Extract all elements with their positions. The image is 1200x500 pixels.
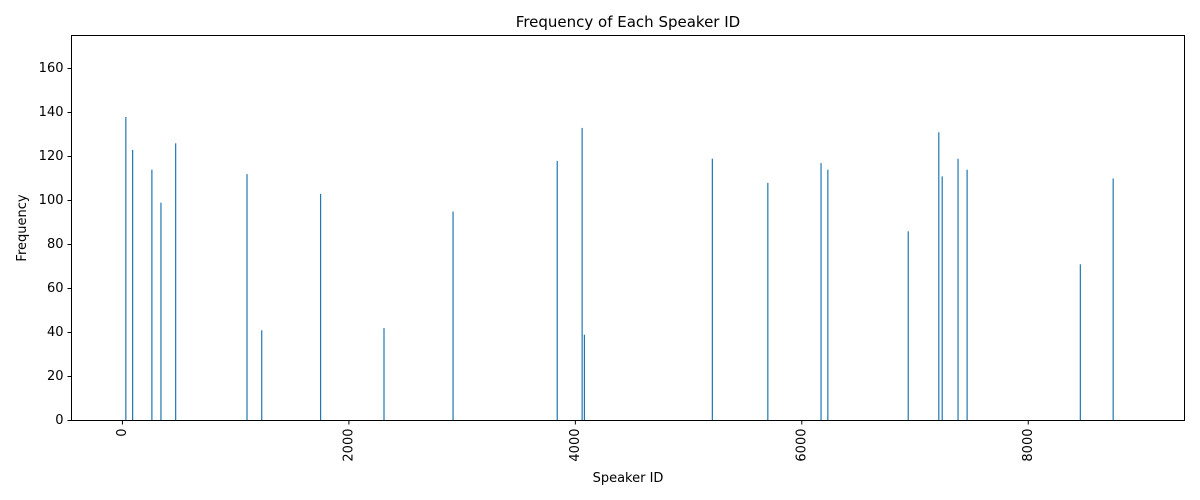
- bar-speaker-8460: [1079, 264, 1081, 421]
- bar-speaker-5700: [767, 182, 769, 421]
- bar-speaker-90: [132, 149, 134, 421]
- y-tick-label-60: 60: [47, 281, 64, 296]
- y-tick-label-20: 20: [47, 369, 64, 384]
- y-tick-label-100: 100: [39, 193, 64, 208]
- bar-speaker-470: [175, 143, 177, 421]
- bar-speaker-8750: [1112, 178, 1114, 421]
- x-tick-label-0: 0: [115, 429, 130, 437]
- bars-group: [125, 116, 1114, 421]
- y-axis-label: Frequency: [15, 194, 30, 261]
- bar-speaker-4060: [581, 127, 583, 421]
- bar-speaker-6230: [827, 169, 829, 421]
- bar-speaker-4080: [583, 334, 586, 421]
- bar-speaker-7210: [938, 132, 940, 421]
- bar-speaker-6940: [907, 231, 909, 421]
- bar-speaker-260: [151, 169, 153, 421]
- bar-speaker-1230: [261, 330, 263, 421]
- bar-speaker-2920: [452, 211, 454, 421]
- y-tick-label-80: 80: [47, 237, 64, 252]
- y-tick-label-160: 160: [39, 61, 64, 76]
- chart-title: Frequency of Each Speaker ID: [516, 13, 740, 31]
- x-tick-label-6000: 6000: [794, 429, 809, 462]
- x-axis-ticks: 0 2000 4000 6000 8000: [115, 420, 1036, 462]
- x-tick-label-8000: 8000: [1021, 429, 1036, 462]
- bar-speaker-30: [125, 116, 127, 421]
- bar-speaker-7460: [966, 169, 968, 421]
- x-axis-label: Speaker ID: [593, 471, 664, 486]
- x-tick-label-2000: 2000: [341, 429, 356, 462]
- bar-speaker-5210: [711, 158, 713, 421]
- bar-speaker-7380: [957, 158, 959, 421]
- y-axis-ticks: 0 20 40 60 80 100 120 140 160: [39, 61, 72, 428]
- bar-speaker-340: [160, 202, 162, 421]
- plot-frame: [71, 35, 1185, 421]
- y-tick-label-120: 120: [39, 149, 64, 164]
- bar-speaker-7240: [941, 176, 943, 421]
- bar-speaker-1100: [246, 174, 248, 421]
- bar-speaker-2310: [383, 328, 385, 421]
- bar-speaker-6170: [820, 163, 822, 421]
- y-tick-label-40: 40: [47, 325, 64, 340]
- bar-speaker-1750: [319, 193, 322, 421]
- y-tick-label-0: 0: [55, 413, 63, 428]
- bar-speaker-3840: [556, 160, 558, 421]
- x-tick-label-4000: 4000: [568, 429, 583, 462]
- y-tick-label-140: 140: [39, 105, 64, 120]
